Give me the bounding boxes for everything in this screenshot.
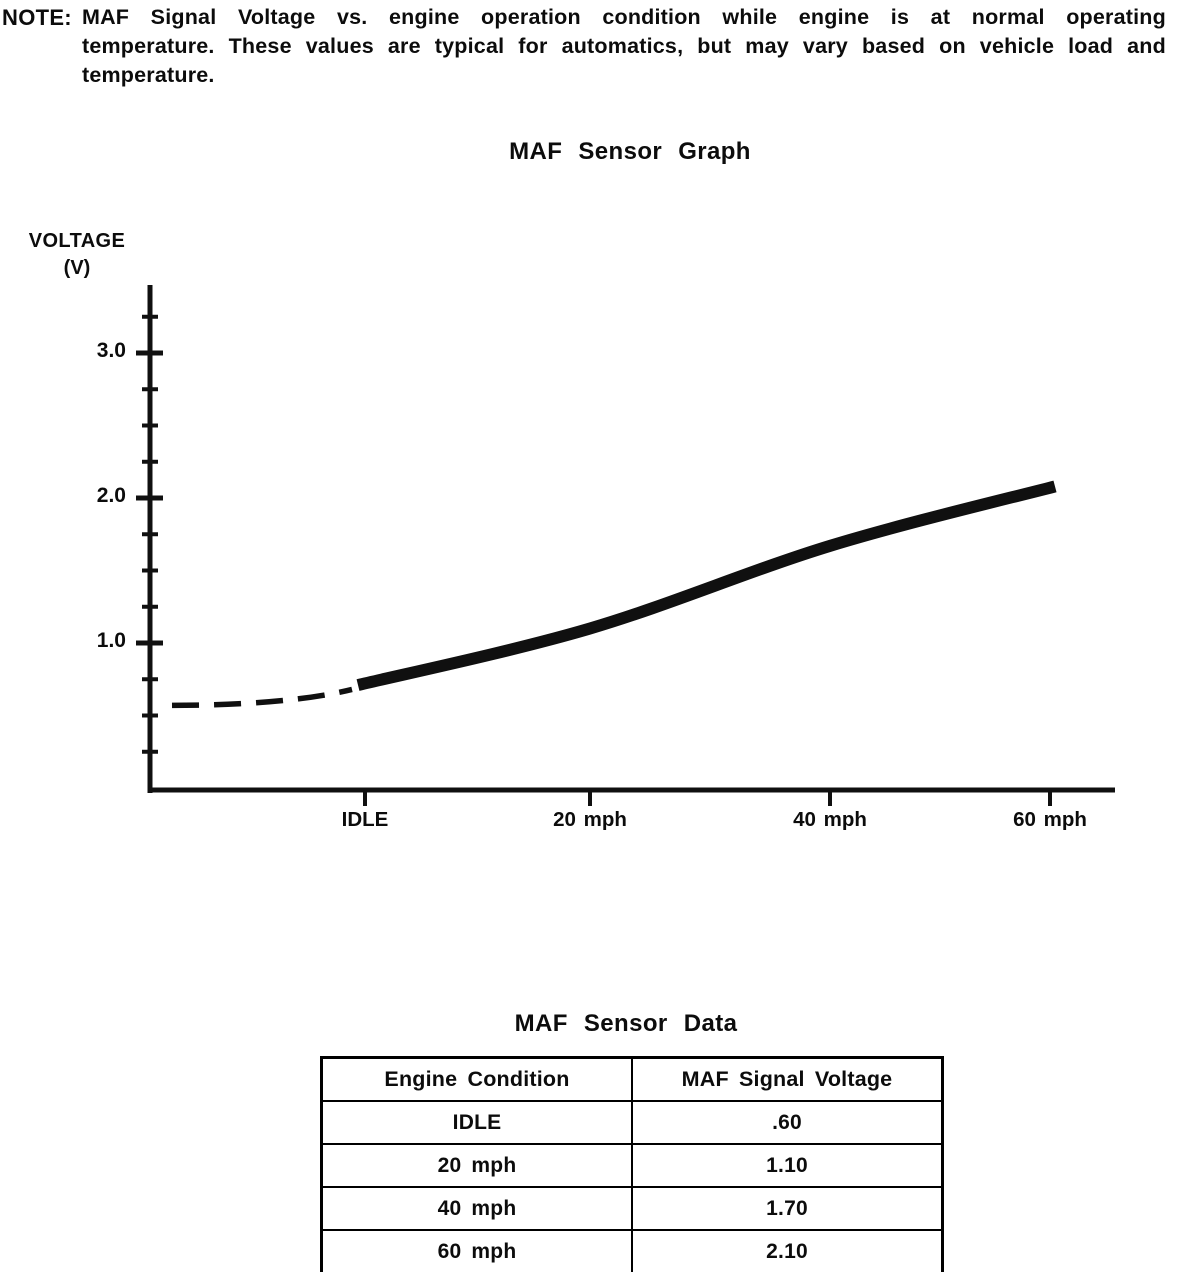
voltage-cell: 1.10 [631, 1143, 944, 1188]
table-header-row: Engine Condition MAF Signal Voltage [320, 1056, 944, 1102]
table-row: 40 mph 1.70 [320, 1186, 944, 1231]
table-row: 20 mph 1.10 [320, 1143, 944, 1188]
chart-title: MAF Sensor Graph [509, 138, 751, 165]
table-row: IDLE .60 [320, 1100, 944, 1145]
x-tick-label-60mph: 60 mph [1013, 808, 1087, 831]
y-tick-label-3: 3.0 [96, 339, 126, 362]
maf-graph-canvas [136, 285, 1115, 806]
y-axis-unit: (V) [63, 257, 91, 279]
note-label: NOTE: [2, 5, 72, 30]
maf-sensor-graph: VOLTAGE (V) 3.0 2.0 1.0 IDLE 20 mph 40 m… [0, 230, 1200, 895]
voltage-cell: 2.10 [631, 1229, 944, 1272]
table-row: 60 mph 2.10 [320, 1229, 944, 1272]
voltage-cell: .60 [631, 1100, 944, 1145]
maf-curve-solid [356, 480, 1057, 691]
table-header-maf-signal-voltage: MAF Signal Voltage [631, 1056, 944, 1102]
maf-curve-dashed [171, 686, 353, 709]
voltage-cell: 1.70 [631, 1186, 944, 1231]
y-axis-label: VOLTAGE [28, 230, 126, 252]
engine-condition-cell: IDLE [320, 1100, 633, 1145]
x-tick-label-40mph: 40 mph [793, 808, 867, 831]
maf-data-table: Engine Condition MAF Signal Voltage IDLE… [320, 1056, 944, 1272]
table-header-engine-condition: Engine Condition [320, 1056, 633, 1102]
engine-condition-cell: 60 mph [320, 1229, 633, 1272]
engine-condition-cell: 20 mph [320, 1143, 633, 1188]
note-block: NOTE: MAF Signal Voltage vs. engine oper… [2, 3, 1166, 90]
note-text: MAF Signal Voltage vs. engine operation … [81, 5, 1166, 87]
table-title: MAF Sensor Data [514, 1010, 738, 1037]
y-tick-label-2: 2.0 [96, 484, 126, 507]
y-tick-label-1: 1.0 [96, 629, 126, 652]
engine-condition-cell: 40 mph [320, 1186, 633, 1231]
x-tick-label-idle: IDLE [341, 808, 389, 831]
x-tick-label-20mph: 20 mph [553, 808, 627, 831]
